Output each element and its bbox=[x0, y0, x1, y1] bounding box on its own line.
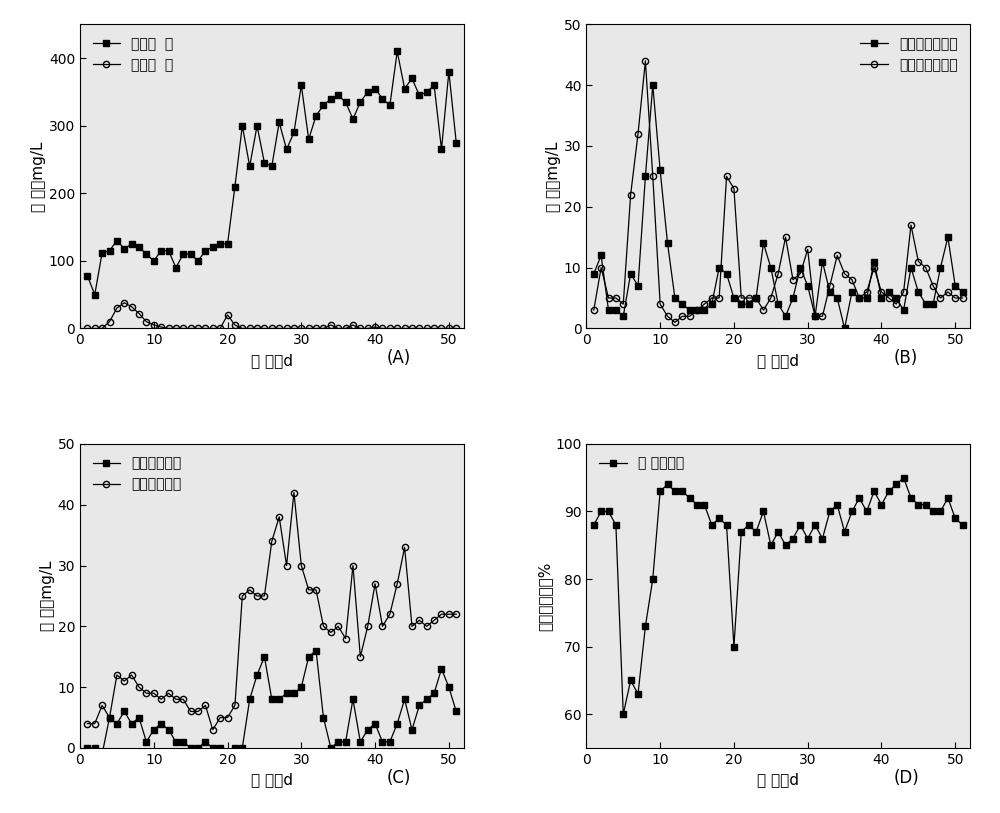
进水研酸盐氮 bbox=[443, 682, 455, 692]
进水亚研酸盐氮 bbox=[706, 299, 718, 309]
进水亚研酸盐氮 bbox=[846, 287, 858, 297]
Text: (A): (A) bbox=[387, 350, 411, 367]
进水氨  氮 bbox=[443, 67, 455, 76]
进水氨  氮 bbox=[170, 263, 182, 272]
X-axis label: 时 间，d: 时 间，d bbox=[757, 353, 799, 367]
出水亚研酸盐氮 bbox=[713, 293, 725, 303]
进水研酸盐氮 bbox=[340, 737, 352, 747]
进水亚研酸盐氮 bbox=[957, 287, 969, 297]
出水氨  氮 bbox=[81, 324, 93, 333]
进水氨  氮 bbox=[332, 90, 344, 100]
进水研酸盐氮 bbox=[207, 743, 219, 753]
出水氨  氮 bbox=[207, 324, 219, 333]
进水亚研酸盐氮 bbox=[868, 257, 880, 267]
Text: (B): (B) bbox=[893, 350, 918, 367]
出水研酸盐氮 bbox=[192, 706, 204, 716]
进水亚研酸盐氮 bbox=[588, 269, 600, 279]
总 氮去除率 bbox=[676, 486, 688, 496]
Line: 出水研酸盐氮: 出水研酸盐氮 bbox=[84, 489, 459, 733]
出水氨  氮 bbox=[354, 324, 366, 333]
出水研酸盐氮 bbox=[450, 609, 462, 619]
X-axis label: 时 间，d: 时 间，d bbox=[251, 353, 293, 367]
进水氨  氮 bbox=[450, 137, 462, 147]
出水亚研酸盐氮 bbox=[846, 275, 858, 285]
出水研酸盐氮 bbox=[163, 689, 175, 698]
总 氮去除率 bbox=[706, 520, 718, 530]
出水亚研酸盐氮 bbox=[684, 311, 696, 321]
Line: 出水亚研酸盐氮: 出水亚研酸盐氮 bbox=[591, 58, 966, 325]
总 氮去除率 bbox=[713, 513, 725, 523]
出水研酸盐氮 bbox=[207, 725, 219, 735]
进水氨  氮 bbox=[391, 46, 403, 56]
总 氮去除率 bbox=[957, 520, 969, 530]
Y-axis label: 浓 度，mg/L: 浓 度，mg/L bbox=[31, 141, 46, 211]
Y-axis label: 总氮去除率，%: 总氮去除率，% bbox=[537, 561, 552, 631]
出水亚研酸盐氮 bbox=[639, 56, 651, 66]
进水氨  氮 bbox=[207, 242, 219, 252]
总 氮去除率 bbox=[617, 709, 629, 719]
Line: 出水氨  氮: 出水氨 氮 bbox=[84, 300, 459, 332]
Line: 进水研酸盐氮: 进水研酸盐氮 bbox=[84, 647, 459, 757]
出水研酸盐氮 bbox=[443, 609, 455, 619]
出水亚研酸盐氮 bbox=[868, 263, 880, 272]
出水研酸盐氮 bbox=[81, 719, 93, 728]
X-axis label: 时 间，d: 时 间，d bbox=[251, 772, 293, 787]
Legend: 进水氨  氮, 出水氨  氮: 进水氨 氮, 出水氨 氮 bbox=[87, 32, 179, 77]
出水氨  氮 bbox=[332, 324, 344, 333]
出水研酸盐氮 bbox=[340, 633, 352, 643]
Legend: 总 氮去除率: 总 氮去除率 bbox=[593, 451, 690, 476]
进水氨  氮 bbox=[199, 246, 211, 255]
Legend: 进水研酸盐氮, 出水研酸盐氮: 进水研酸盐氮, 出水研酸盐氮 bbox=[87, 451, 187, 497]
进水亚研酸盐氮 bbox=[676, 299, 688, 309]
出水氨  氮 bbox=[443, 324, 455, 333]
总 氮去除率 bbox=[861, 506, 873, 516]
总 氮去除率 bbox=[949, 513, 961, 523]
出水研酸盐氮 bbox=[199, 701, 211, 711]
Line: 总 氮去除率: 总 氮去除率 bbox=[591, 475, 966, 717]
出水研酸盐氮 bbox=[362, 621, 374, 631]
进水研酸盐氮 bbox=[81, 743, 93, 753]
进水研酸盐氮 bbox=[450, 706, 462, 716]
X-axis label: 时 间，d: 时 间，d bbox=[757, 772, 799, 787]
出水氨  氮 bbox=[170, 324, 182, 333]
Line: 进水亚研酸盐氮: 进水亚研酸盐氮 bbox=[591, 82, 966, 332]
进水研酸盐氮 bbox=[362, 725, 374, 735]
出水亚研酸盐氮 bbox=[588, 306, 600, 315]
出水亚研酸盐氮 bbox=[721, 172, 733, 181]
出水氨  氮 bbox=[450, 324, 462, 333]
进水亚研酸盐氮 bbox=[839, 324, 851, 333]
Text: (C): (C) bbox=[387, 769, 411, 787]
进水研酸盐氮 bbox=[199, 737, 211, 747]
进水亚研酸盐氮 bbox=[949, 281, 961, 291]
出水研酸盐氮 bbox=[288, 488, 300, 498]
进水研酸盐氮 bbox=[310, 646, 322, 655]
总 氮去除率 bbox=[839, 527, 851, 537]
Line: 进水氨  氮: 进水氨 氮 bbox=[84, 48, 459, 298]
出水亚研酸盐氮 bbox=[949, 293, 961, 303]
Legend: 进水亚研酸盐氮, 出水亚研酸盐氮: 进水亚研酸盐氮, 出水亚研酸盐氮 bbox=[854, 32, 963, 77]
进水氨  氮 bbox=[81, 271, 93, 280]
进水亚研酸盐氮 bbox=[713, 263, 725, 272]
进水氨  氮 bbox=[354, 98, 366, 107]
总 氮去除率 bbox=[898, 473, 910, 483]
进水研酸盐氮 bbox=[170, 737, 182, 747]
Y-axis label: 浓 度，mg/L: 浓 度，mg/L bbox=[546, 141, 561, 211]
出水亚研酸盐氮 bbox=[957, 293, 969, 303]
Y-axis label: 浓 度，mg/L: 浓 度，mg/L bbox=[40, 561, 55, 631]
出水氨  氮 bbox=[199, 324, 211, 333]
出水氨  氮 bbox=[118, 298, 130, 307]
进水氨  氮 bbox=[89, 289, 101, 299]
总 氮去除率 bbox=[588, 520, 600, 530]
进水亚研酸盐氮 bbox=[647, 80, 659, 90]
出水亚研酸盐氮 bbox=[669, 317, 681, 327]
Text: (D): (D) bbox=[893, 769, 919, 787]
进水研酸盐氮 bbox=[96, 749, 108, 759]
